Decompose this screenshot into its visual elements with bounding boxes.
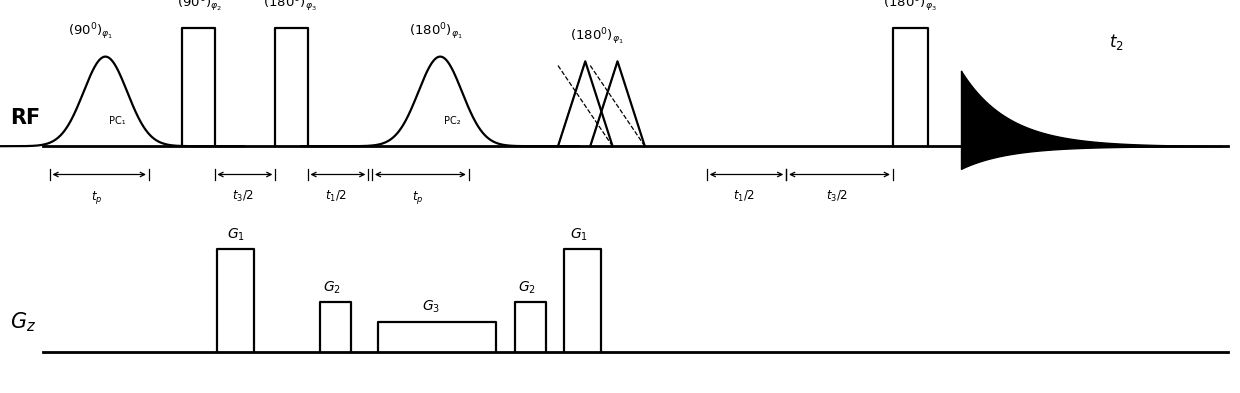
Text: $(90^0)_{\varphi_2}$: $(90^0)_{\varphi_2}$: [177, 0, 223, 14]
Text: RF: RF: [10, 108, 40, 128]
Text: PC₂: PC₂: [444, 116, 460, 126]
Text: $(180^0)_{\varphi_1}$: $(180^0)_{\varphi_1}$: [409, 22, 463, 42]
Text: $t_p$: $t_p$: [412, 189, 424, 206]
Text: $t_p$: $t_p$: [91, 189, 103, 206]
Text: $G_3$: $G_3$: [423, 299, 440, 316]
Text: PC₁: PC₁: [109, 116, 125, 126]
Text: $t_1/2$: $t_1/2$: [325, 189, 347, 204]
Text: $t_1/2$: $t_1/2$: [733, 189, 755, 204]
Text: $(180^0)_{\varphi_3}$: $(180^0)_{\varphi_3}$: [263, 0, 316, 14]
Text: $G_z$: $G_z$: [10, 310, 36, 334]
Text: $(90^0)_{\varphi_1}$: $(90^0)_{\varphi_1}$: [68, 22, 114, 42]
Text: $G_2$: $G_2$: [324, 279, 341, 296]
Text: $(180^0)_{\varphi_1}$: $(180^0)_{\varphi_1}$: [570, 27, 624, 47]
Text: $t_3/2$: $t_3/2$: [232, 189, 254, 204]
Text: $G_2$: $G_2$: [518, 279, 536, 296]
Text: $G_1$: $G_1$: [227, 226, 244, 243]
Text: $G_1$: $G_1$: [570, 226, 588, 243]
Text: $t_2$: $t_2$: [1109, 33, 1123, 52]
Text: $(180^0)_{\varphi_3}$: $(180^0)_{\varphi_3}$: [883, 0, 936, 14]
Text: $t_3/2$: $t_3/2$: [826, 189, 848, 204]
